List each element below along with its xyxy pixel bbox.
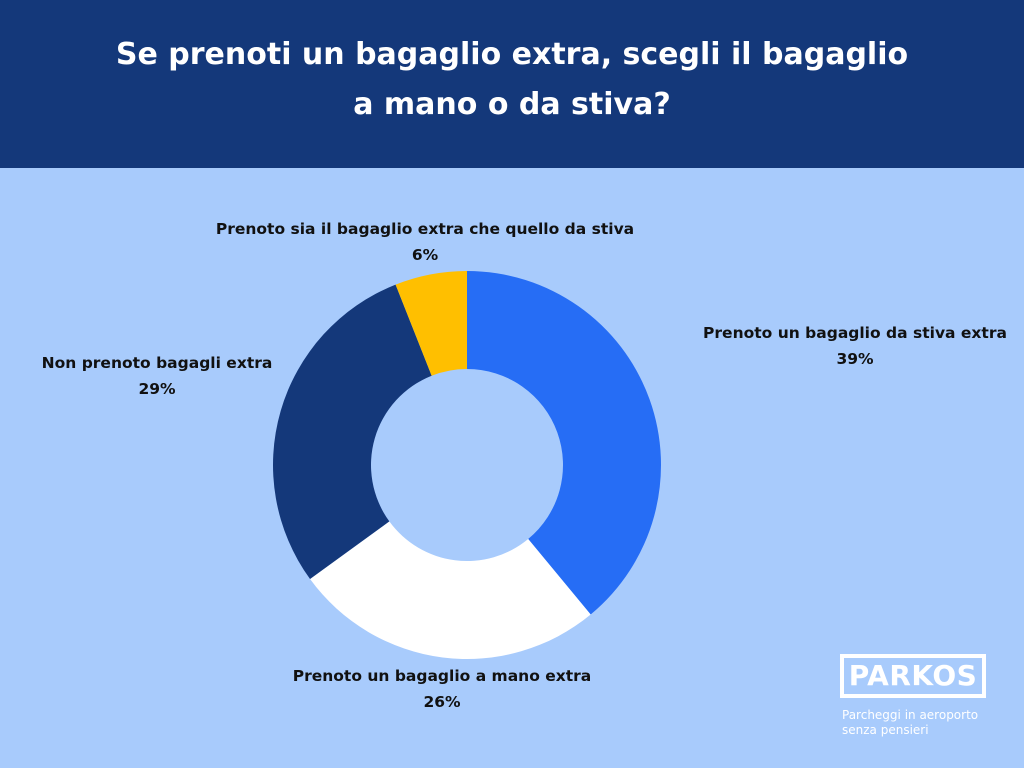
title-line-1: Se prenoti un bagaglio extra, scegli il …: [115, 37, 909, 72]
label-mano-extra: Prenoto un bagaglio a mano extra 26%: [272, 663, 612, 715]
label-mano-extra-name: Prenoto un bagaglio a mano extra: [292, 667, 592, 685]
logo-wordmark: PARKOS: [840, 654, 986, 698]
slice-nessun-extra: [272, 284, 432, 580]
label-nessun-extra: Non prenoto bagagli extra 29%: [22, 350, 292, 402]
logo-tagline-line-2: senza pensieri: [842, 723, 929, 737]
label-mano-extra-value: 26%: [423, 693, 461, 711]
label-entrambi-name: Prenoto sia il bagaglio extra che quello…: [215, 220, 635, 238]
label-entrambi-value: 6%: [411, 246, 439, 264]
label-stiva-extra: Prenoto un bagaglio da stiva extra 39%: [690, 320, 1020, 372]
slice-mano-extra: [310, 521, 591, 660]
parkos-logo: PARKOS Parcheggi in aeroporto senza pens…: [840, 654, 1000, 744]
label-nessun-extra-name: Non prenoto bagagli extra: [41, 354, 273, 372]
slice-entrambi: [395, 271, 467, 376]
logo-tagline-line-1: Parcheggi in aeroporto: [842, 708, 979, 722]
label-entrambi: Prenoto sia il bagaglio extra che quello…: [190, 216, 660, 268]
slice-stiva-extra: [467, 271, 661, 615]
logo-tagline: Parcheggi in aeroporto senza pensieri: [842, 708, 1002, 738]
title-line-2: a mano o da stiva?: [353, 87, 671, 122]
label-nessun-extra-value: 29%: [138, 380, 176, 398]
header-banner: [0, 0, 1024, 168]
label-stiva-extra-name: Prenoto un bagaglio da stiva extra: [703, 324, 1007, 342]
label-stiva-extra-value: 39%: [836, 350, 874, 368]
page-title: Se prenoti un bagaglio extra, scegli il …: [0, 30, 1024, 130]
